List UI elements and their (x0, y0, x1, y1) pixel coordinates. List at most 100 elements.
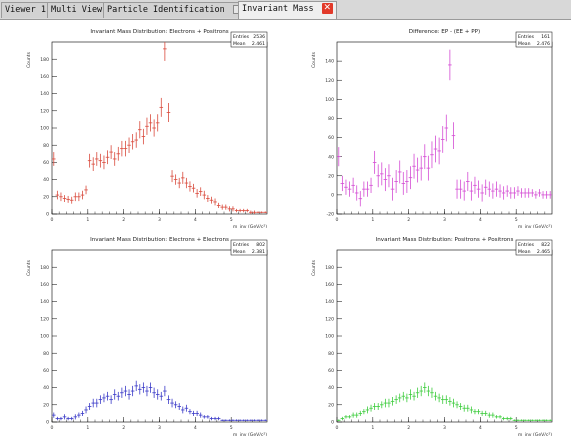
y-axis-label: Counts (26, 259, 32, 276)
data-point (80, 190, 85, 200)
data-point (394, 395, 398, 404)
stats-entries-label: Entries (518, 34, 535, 40)
data-point (224, 204, 228, 210)
tab-viewer-1[interactable]: Viewer 1 (1, 2, 50, 18)
close-icon[interactable]: ✕ (321, 3, 333, 14)
x-tick-label: 1 (86, 425, 89, 431)
data-point (462, 404, 466, 412)
data-point (184, 177, 189, 189)
data-point (526, 419, 531, 422)
data-point (163, 42, 167, 61)
data-point (494, 415, 499, 419)
data-point (512, 419, 517, 422)
data-point (376, 164, 380, 188)
data-point (523, 188, 527, 198)
data-point (397, 393, 402, 403)
stats-mean-value: 2.381 (252, 249, 265, 255)
data-point (501, 416, 506, 421)
data-point (541, 191, 545, 199)
x-tick-label: 3 (443, 217, 446, 223)
data-point (152, 387, 156, 398)
data-point (415, 157, 420, 183)
data-point (362, 409, 366, 415)
y-tick-label: 80 (328, 351, 334, 357)
chart-svg: Invariant Mass Distribution: Electrons +… (26, 29, 268, 228)
data-point (483, 179, 488, 195)
data-point (451, 122, 456, 150)
pad-difference[interactable]: Difference: EP - (EE + PP) -20 0 20 40 60 80 10… (285, 20, 570, 228)
x-tick-label: 1 (371, 425, 374, 431)
y-tick-label: 60 (328, 368, 334, 374)
data-point (55, 416, 60, 421)
data-point (134, 132, 138, 148)
data-point (77, 192, 81, 202)
data-point (340, 175, 345, 192)
data-point (66, 195, 70, 203)
x-tick-label: 4 (479, 425, 482, 431)
pad-positrons-positrons[interactable]: Invariant Mass Distribution: Positrons +… (285, 228, 570, 436)
data-point (220, 204, 224, 210)
data-point (519, 188, 524, 198)
tab-multi-view[interactable]: Multi View (47, 2, 107, 18)
data-point (362, 181, 366, 197)
data-point (397, 160, 402, 184)
x-tick-label: 3 (158, 217, 161, 223)
data-point (177, 403, 181, 410)
data-point (448, 49, 452, 81)
data-point (387, 164, 391, 188)
data-point (213, 416, 217, 421)
data-point (181, 171, 185, 184)
data-point (148, 382, 153, 393)
tab-invariant-mass[interactable]: Invariant Mass ✕ (238, 1, 337, 19)
pad-electrons-electrons[interactable]: Invariant Mass Distribution: Electrons +… (0, 228, 285, 436)
data-point (105, 391, 110, 401)
data-point (98, 395, 103, 404)
plot-canvas: Invariant Mass Distribution: Electrons +… (0, 20, 571, 437)
data-point (451, 398, 456, 408)
data-point (412, 153, 416, 179)
data-point (198, 412, 203, 418)
data-point (252, 419, 257, 422)
data-point (95, 398, 99, 408)
plot-frame (51, 41, 268, 215)
data-point (59, 416, 63, 421)
y-tick-label: 60 (43, 368, 49, 374)
data-point (145, 385, 149, 397)
y-tick-label: 160 (40, 282, 49, 288)
data-point (354, 185, 359, 201)
data-point (394, 170, 398, 193)
x-axis-label: m_inv (GeV/c²) (518, 224, 552, 228)
y-tick-label: 140 (325, 59, 334, 65)
pad-electrons-positrons[interactable]: Invariant Mass Distribution: Electrons +… (0, 20, 285, 228)
data-point (358, 191, 363, 207)
data-point (130, 134, 135, 150)
y-tick-label: 140 (325, 299, 334, 305)
data-point (372, 150, 377, 174)
y-tick-label: 100 (325, 97, 334, 103)
data-point (256, 211, 260, 214)
data-point (437, 393, 441, 403)
x-tick-label: 3 (443, 425, 446, 431)
data-point (95, 152, 99, 166)
data-point (534, 419, 538, 422)
data-point (155, 114, 160, 132)
data-point (358, 410, 363, 416)
data-point (130, 385, 135, 397)
stats-mean-value: 2.465 (537, 249, 550, 255)
y-tick-label: 160 (325, 282, 334, 288)
tab-particle-identification[interactable]: Particle Identification (103, 2, 246, 18)
stats-mean-label: Mean (518, 41, 531, 47)
data-point (476, 180, 481, 198)
chart-title: Invariant Mass Distribution: Electrons +… (90, 29, 228, 35)
tab-multi-view-label: Multi View (51, 5, 103, 15)
data-point (138, 121, 142, 139)
data-point (62, 414, 67, 420)
data-point (259, 211, 264, 214)
data-point (365, 181, 370, 197)
data-point (188, 409, 192, 415)
y-tick-label: 40 (328, 154, 334, 160)
stats-entries-label: Entries (518, 242, 535, 248)
data-point (466, 404, 470, 412)
data-point (501, 186, 506, 200)
data-point (177, 177, 181, 189)
